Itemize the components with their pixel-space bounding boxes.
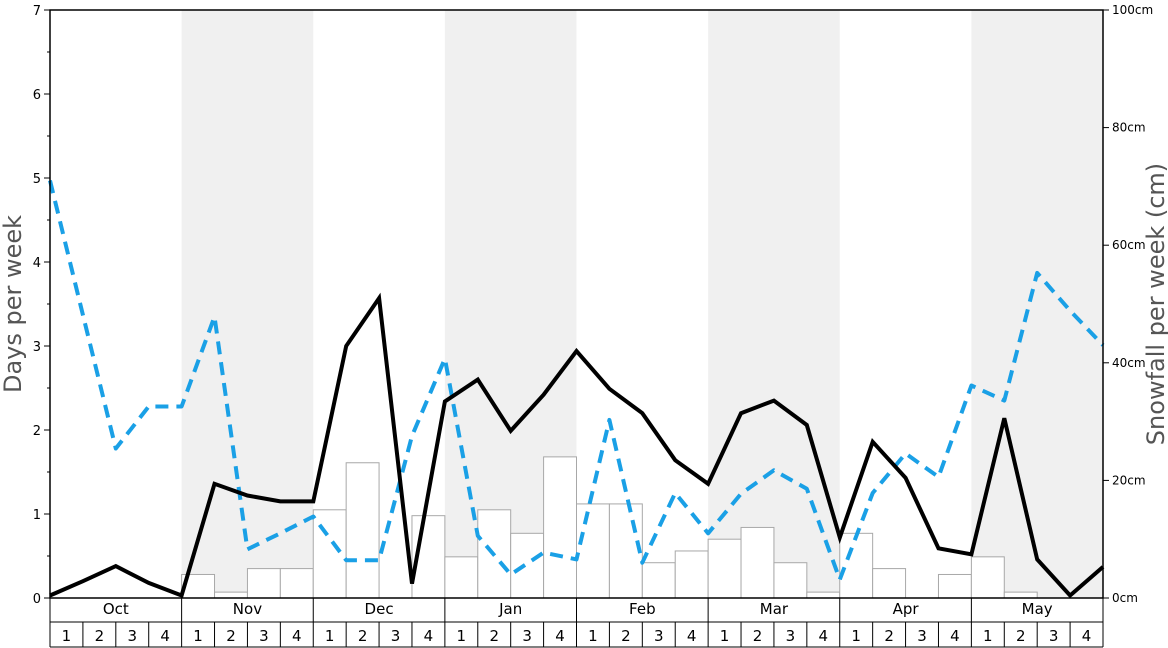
left-axis-title: Days per week bbox=[0, 215, 27, 393]
black-line bbox=[49, 292, 1105, 599]
snowfall-bar-28 bbox=[937, 573, 972, 599]
snowfall-bar-17 bbox=[576, 503, 610, 599]
left-axis: 0 1 2 3 4 5 6 7 bbox=[33, 4, 50, 607]
week-label: 1 bbox=[983, 627, 993, 645]
snowfall-bar-13 bbox=[444, 556, 479, 599]
week-label: 1 bbox=[720, 627, 730, 645]
month-label-may: May bbox=[1022, 600, 1053, 618]
week-label: 3 bbox=[654, 627, 664, 645]
series-lines bbox=[48, 180, 1105, 599]
week-label: 3 bbox=[522, 627, 532, 645]
snowfall-bar-9 bbox=[312, 509, 347, 599]
month-label-apr: Apr bbox=[893, 600, 920, 618]
week-label: 1 bbox=[193, 627, 203, 645]
shade-may bbox=[971, 10, 1103, 598]
week-label: 1 bbox=[62, 627, 72, 645]
shade-mar bbox=[708, 10, 840, 598]
right-tick-label: 0cm bbox=[1112, 591, 1138, 605]
left-tick-label: 6 bbox=[33, 88, 41, 103]
week-label: 1 bbox=[325, 627, 335, 645]
week-label: 4 bbox=[555, 627, 565, 645]
week-label: 2 bbox=[226, 627, 236, 645]
week-label: 4 bbox=[292, 627, 302, 645]
month-label-feb: Feb bbox=[629, 600, 656, 618]
week-label: 4 bbox=[160, 627, 170, 645]
week-label: 3 bbox=[917, 627, 927, 645]
month-label-nov: Nov bbox=[233, 600, 262, 618]
right-tick-label: 80cm bbox=[1112, 121, 1146, 135]
right-tick-label: 100cm bbox=[1112, 3, 1153, 17]
snowfall-bar-8 bbox=[279, 568, 314, 599]
left-tick-label: 3 bbox=[33, 340, 41, 355]
week-label: 1 bbox=[851, 627, 861, 645]
week-label: 3 bbox=[1049, 627, 1059, 645]
right-tick-label: 20cm bbox=[1112, 473, 1146, 487]
week-label: 2 bbox=[95, 627, 105, 645]
week-label: 4 bbox=[424, 627, 434, 645]
week-label: 2 bbox=[358, 627, 368, 645]
blue-dashed-line bbox=[48, 180, 1105, 582]
week-label: 3 bbox=[127, 627, 137, 645]
month-label-jan: Jan bbox=[498, 600, 522, 618]
snowfall-bar-15 bbox=[510, 532, 545, 599]
month-label-dec: Dec bbox=[365, 600, 394, 618]
snowfall-bar-22 bbox=[740, 526, 775, 599]
left-tick-label: 5 bbox=[33, 172, 41, 187]
right-tick-label: 40cm bbox=[1112, 356, 1146, 370]
week-label: 3 bbox=[391, 627, 401, 645]
week-label: 1 bbox=[457, 627, 467, 645]
week-label: 3 bbox=[259, 627, 269, 645]
snowfall-bar-30 bbox=[1003, 591, 1038, 599]
week-label: 4 bbox=[819, 627, 829, 645]
shade-nov bbox=[181, 10, 314, 598]
snowfall-bar-24 bbox=[806, 591, 841, 599]
right-tick-label: 60cm bbox=[1112, 238, 1146, 252]
x-axis-table: Oct 1 2 3 4 Nov 1 2 3 4 Dec 1 2 3 4 Jan 1 2 3 4 Feb 1 2 3 4 Mar 1 2… bbox=[49, 598, 1104, 648]
snowfall-bar-29 bbox=[970, 556, 1005, 599]
week-label: 2 bbox=[753, 627, 763, 645]
snowfall-bar-21 bbox=[707, 538, 742, 599]
snowfall-bar-18 bbox=[608, 503, 643, 599]
week-label: 4 bbox=[687, 627, 697, 645]
snowfall-bar-16 bbox=[543, 456, 577, 599]
left-tick-label: 0 bbox=[33, 592, 41, 607]
snowfall-bar-19 bbox=[641, 562, 676, 599]
snowfall-bar-23 bbox=[773, 562, 808, 599]
week-label: 4 bbox=[950, 627, 960, 645]
left-tick-label: 7 bbox=[33, 4, 41, 19]
month-label-mar: Mar bbox=[760, 600, 789, 618]
snowfall-bar-6 bbox=[214, 591, 248, 599]
snowfall-bar-10 bbox=[345, 462, 380, 599]
month-shading bbox=[181, 10, 1103, 598]
snowfall-bars bbox=[181, 456, 1038, 599]
snowfall-bar-26 bbox=[872, 568, 907, 599]
week-label: 2 bbox=[1016, 627, 1026, 645]
right-axis-title: Snowfall per week (cm) bbox=[1142, 163, 1168, 445]
right-axis: 0cm 20cm 40cm 60cm 80cm 100cm bbox=[1103, 3, 1153, 605]
left-tick-label: 1 bbox=[33, 508, 41, 523]
week-label: 2 bbox=[884, 627, 894, 645]
week-label: 1 bbox=[588, 627, 598, 645]
snowfall-bar-7 bbox=[246, 568, 281, 599]
left-tick-label: 2 bbox=[33, 424, 41, 439]
week-label: 4 bbox=[1082, 627, 1092, 645]
month-label-oct: Oct bbox=[103, 600, 129, 618]
week-label: 2 bbox=[621, 627, 631, 645]
left-tick-label: 4 bbox=[33, 256, 41, 271]
week-label: 3 bbox=[786, 627, 796, 645]
week-label: 2 bbox=[489, 627, 499, 645]
snowfall-bar-25 bbox=[839, 532, 874, 599]
snowfall-bar-20 bbox=[674, 550, 709, 599]
